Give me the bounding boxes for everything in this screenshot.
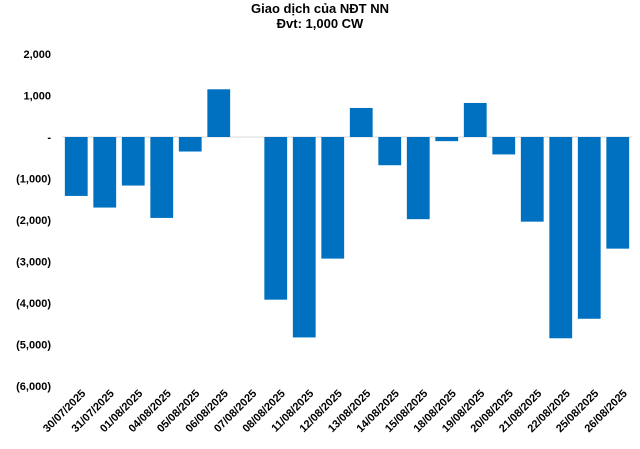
bar	[577, 137, 601, 319]
bar	[463, 102, 487, 137]
y-tick-label: (2,000)	[16, 215, 51, 227]
bar	[406, 137, 430, 220]
y-tick-label: (1,000)	[16, 174, 51, 186]
bar	[178, 137, 202, 152]
bar	[549, 137, 573, 339]
y-tick-label: (4,000)	[16, 298, 51, 310]
y-tick-label: (5,000)	[16, 340, 51, 352]
bar	[292, 137, 316, 338]
bar	[121, 137, 145, 186]
bar	[492, 137, 516, 155]
y-tick-label: (3,000)	[16, 257, 51, 269]
bar	[606, 137, 630, 249]
bar	[349, 107, 373, 137]
bar	[93, 137, 117, 208]
y-tick-label: 2,000	[23, 49, 51, 61]
bar	[378, 137, 402, 166]
bar	[435, 137, 459, 142]
y-tick-label: (6,000)	[16, 381, 51, 393]
bar	[150, 137, 174, 218]
chart-title: Giao dịch của NĐT NN	[251, 1, 389, 16]
bar	[64, 137, 88, 196]
bar	[207, 89, 231, 137]
chart-subtitle: Đvt: 1,000 CW	[276, 16, 364, 31]
bar	[264, 137, 288, 300]
bar	[520, 137, 544, 222]
bar	[321, 137, 345, 259]
y-tick-label: 1,000	[23, 91, 51, 103]
y-tick-label: -	[47, 132, 51, 144]
